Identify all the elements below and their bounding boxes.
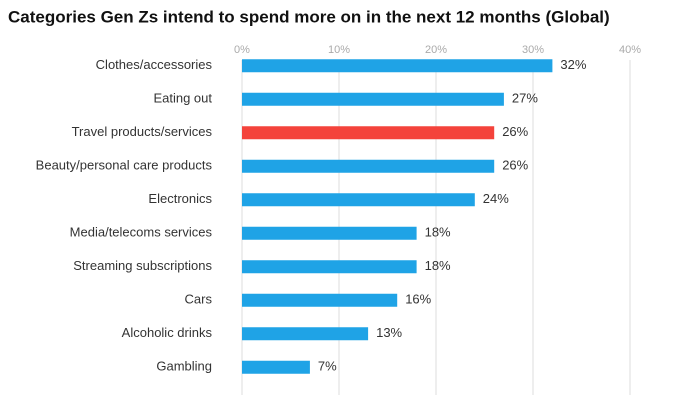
value-label: 18%: [425, 225, 451, 240]
y-tick-label: Cars: [185, 292, 213, 307]
x-tick-label: 0%: [234, 44, 250, 56]
y-tick-label: Streaming subscriptions: [73, 258, 212, 273]
y-tick-label: Alcoholic drinks: [122, 325, 213, 340]
bar: [242, 360, 310, 374]
chart-title: Categories Gen Zs intend to spend more o…: [8, 7, 610, 26]
y-tick-label: Clothes/accessories: [96, 57, 213, 72]
bar: [242, 260, 417, 274]
bar: [242, 59, 553, 73]
bar: [242, 293, 398, 307]
y-tick-label: Electronics: [148, 191, 212, 206]
value-label: 26%: [502, 124, 528, 139]
bar: [242, 159, 495, 173]
value-label: 32%: [560, 57, 586, 72]
x-tick-label: 10%: [328, 44, 350, 56]
value-label: 7%: [318, 359, 337, 374]
x-tick-label: 20%: [425, 44, 447, 56]
bar: [242, 226, 417, 240]
bar: [242, 193, 475, 207]
x-tick-label: 30%: [522, 44, 544, 56]
value-label: 13%: [376, 325, 402, 340]
y-tick-label: Gambling: [156, 359, 212, 374]
bar: [242, 92, 504, 106]
value-label: 24%: [483, 191, 509, 206]
bar: [242, 327, 369, 341]
bar: [242, 126, 495, 140]
y-tick-label: Eating out: [153, 91, 212, 106]
value-label: 16%: [405, 292, 431, 307]
value-label: 18%: [425, 258, 451, 273]
x-tick-label: 40%: [619, 44, 641, 56]
value-label: 26%: [502, 158, 528, 173]
value-label: 27%: [512, 91, 538, 106]
y-tick-label: Media/telecoms services: [70, 225, 213, 240]
y-tick-label: Beauty/personal care products: [36, 158, 213, 173]
y-tick-label: Travel products/services: [72, 124, 213, 139]
